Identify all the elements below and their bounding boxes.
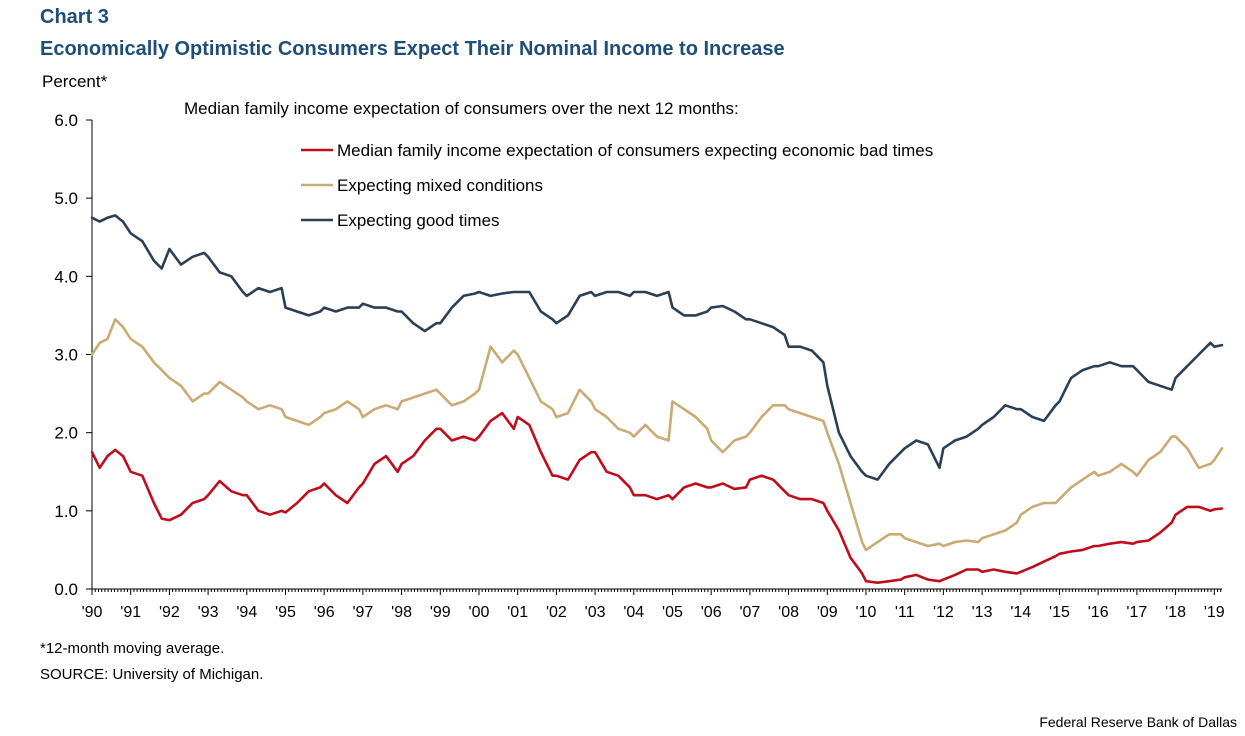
x-tick-label: '09 xyxy=(817,604,838,621)
x-tick-label: '06 xyxy=(701,604,722,621)
y-tick-label: 1.0 xyxy=(54,502,78,521)
legend: Median family income expectation of cons… xyxy=(301,141,933,230)
y-tick-label: 0.0 xyxy=(54,580,78,599)
x-tick-label: '99 xyxy=(430,604,451,621)
x-tick-label: '02 xyxy=(546,604,567,621)
x-tick-label: '03 xyxy=(585,604,606,621)
x-tick-label: '98 xyxy=(391,604,412,621)
series-line-2 xyxy=(90,318,1224,552)
chart-title: Economically Optimistic Consumers Expect… xyxy=(40,38,785,60)
credit-line: Federal Reserve Bank of Dallas xyxy=(1039,714,1237,730)
x-tick-label: '08 xyxy=(778,604,799,621)
x-tick-label: '96 xyxy=(314,604,335,621)
x-tick-label: '92 xyxy=(159,604,180,621)
x-tick-label: '15 xyxy=(1049,604,1070,621)
x-tick-label: '01 xyxy=(507,604,528,621)
x-tick-label: '93 xyxy=(198,604,219,621)
x-tick-label: '13 xyxy=(972,604,993,621)
x-tick-label: '18 xyxy=(1165,604,1186,621)
y-tick-label: 4.0 xyxy=(54,267,78,286)
y-tick-label: 6.0 xyxy=(54,111,78,130)
x-tick-label: '04 xyxy=(623,604,644,621)
y-axis-unit-label: Percent* xyxy=(42,72,108,91)
x-tick-label: '94 xyxy=(236,604,257,621)
x-tick-label: '97 xyxy=(352,604,373,621)
legend-heading: Median family income expectation of cons… xyxy=(184,99,739,118)
legend-label-1: Median family income expectation of cons… xyxy=(337,141,933,160)
x-tick-label: '11 xyxy=(895,604,915,621)
legend-label-2: Expecting mixed conditions xyxy=(337,176,543,195)
source-note: SOURCE: University of Michigan. xyxy=(40,666,264,683)
y-tick-label: 3.0 xyxy=(54,346,78,365)
x-tick-label: '17 xyxy=(1126,604,1147,621)
y-tick-label: 2.0 xyxy=(54,424,78,443)
series-layer xyxy=(90,214,1224,584)
footnote-moving-average: *12-month moving average. xyxy=(40,640,225,657)
x-tick-label: '95 xyxy=(275,604,296,621)
x-tick-label: '00 xyxy=(469,604,490,621)
x-tick-label: '14 xyxy=(1010,604,1031,621)
chart-number: Chart 3 xyxy=(40,6,109,28)
x-tick-label: '10 xyxy=(856,604,877,621)
series-line-1 xyxy=(90,411,1224,584)
chart-axes: 0.0 1.0 2.0 3.0 4.0 5.0 6.0 '90 '91 '92 '93 '94 '95 '… xyxy=(54,111,1224,621)
x-tick-label: '91 xyxy=(120,604,141,621)
x-tick-label: '05 xyxy=(662,604,683,621)
x-tick-label: '12 xyxy=(933,604,954,621)
x-tick-label: '16 xyxy=(1088,604,1109,621)
x-tick-label: '07 xyxy=(739,604,760,621)
x-tick-label: '19 xyxy=(1204,604,1225,621)
series-line-3 xyxy=(90,214,1224,481)
y-tick-label: 5.0 xyxy=(54,189,78,208)
x-tick-label: '90 xyxy=(82,604,103,621)
legend-label-3: Expecting good times xyxy=(337,211,500,230)
